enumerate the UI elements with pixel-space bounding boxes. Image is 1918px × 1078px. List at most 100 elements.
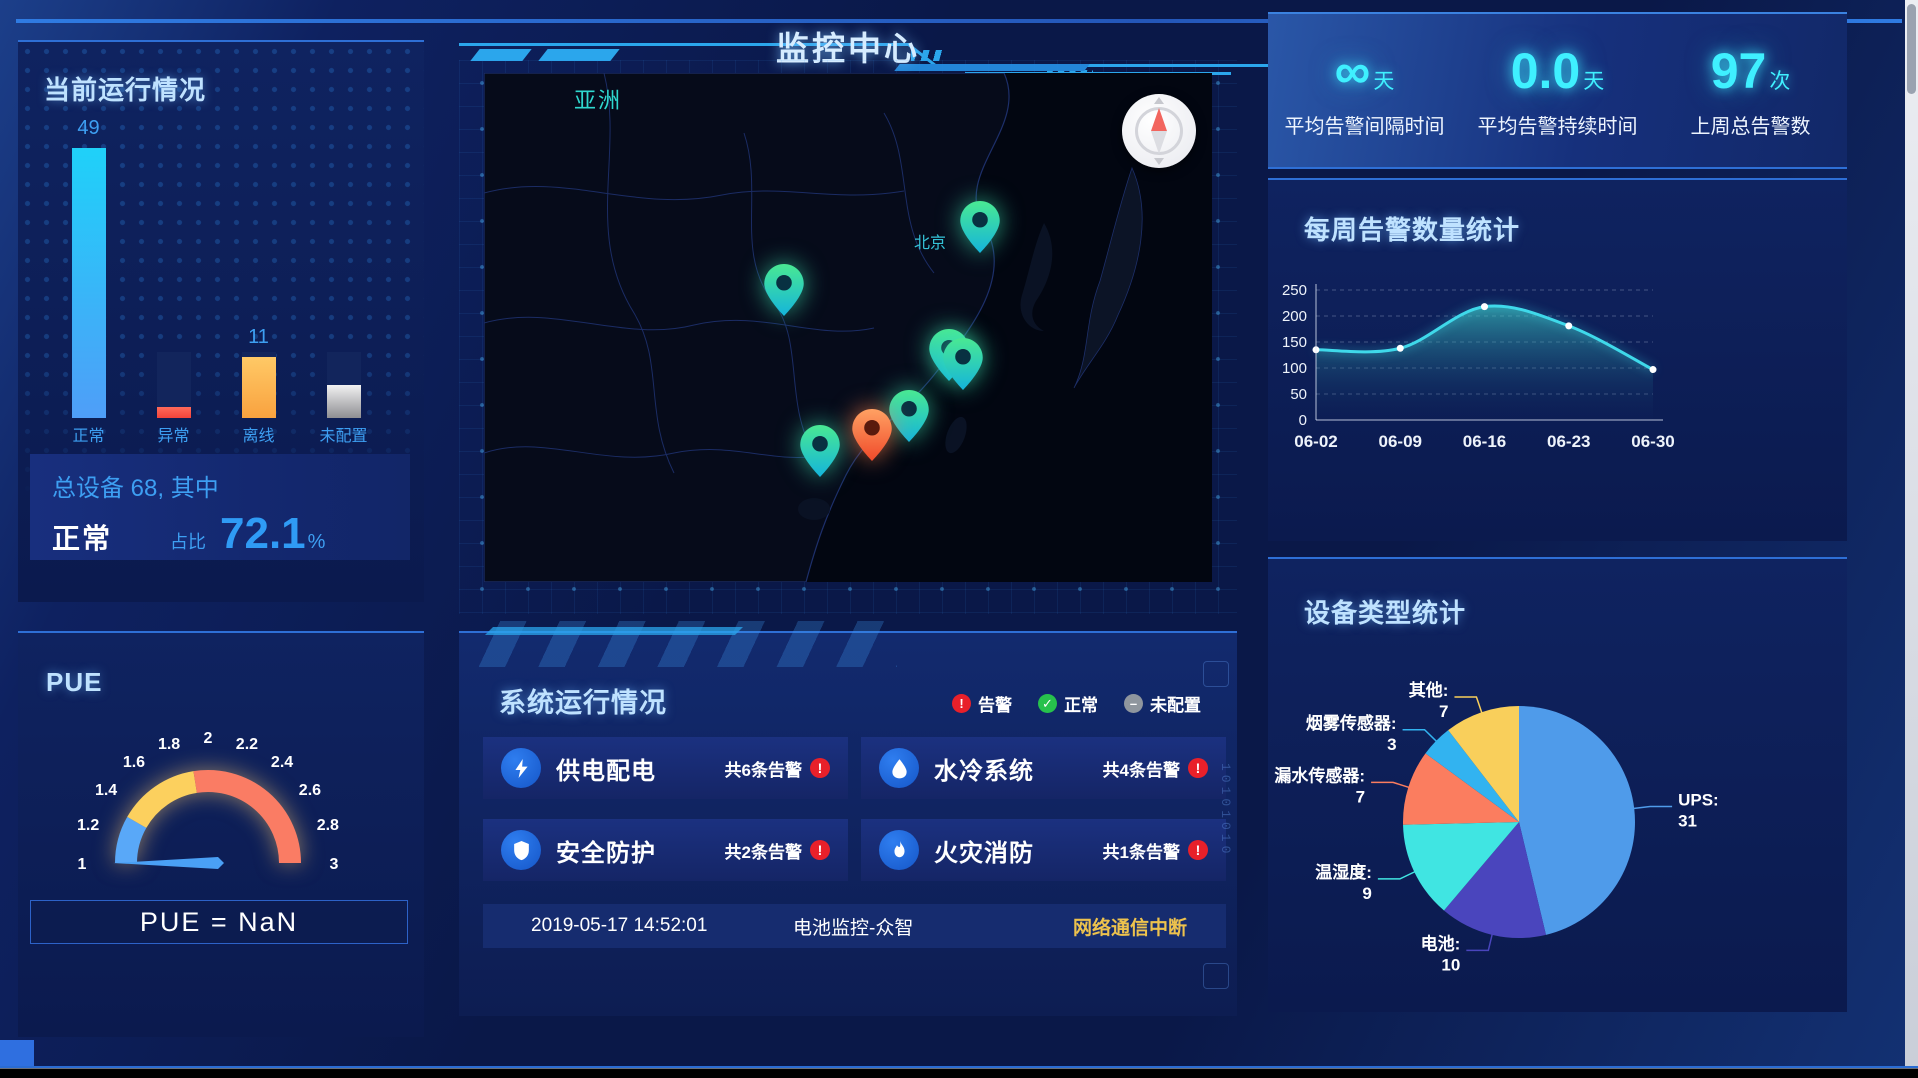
svg-text:1.8: 1.8 (158, 736, 180, 753)
svg-text:漏水传感器:7: 漏水传感器: 7 (1274, 765, 1365, 806)
pue-title: PUE (46, 667, 103, 697)
top-accent-line (16, 19, 1902, 23)
current-status-title: 当前运行情况 (44, 75, 207, 105)
ticker-device: 电池监控-众智 (793, 917, 914, 939)
weekly-alarms-title: 每周告警数量统计 (1304, 215, 1521, 245)
card-name: 水冷系统 (934, 757, 1034, 785)
svg-text:50: 50 (1290, 386, 1307, 403)
compass-caret-bottom (1154, 158, 1164, 165)
stat-interval: ∞ 天 平均告警间隔时间 (1268, 14, 1461, 167)
system-card-安全防护[interactable]: 安全防护 共2条告警! (483, 819, 848, 881)
map-pin-normal[interactable] (888, 389, 930, 443)
legend-label-alarm: 告警 (978, 696, 1012, 715)
alarm-badge-icon: ! (1188, 840, 1208, 860)
compass-needle-south (1151, 131, 1167, 154)
legend-item-alarm[interactable]: ! 告警 (952, 691, 1012, 716)
stat-duration-value: 0.0 (1510, 43, 1581, 99)
svg-text:温湿度:9: 温湿度: 9 (1315, 862, 1372, 903)
svg-text:1.2: 1.2 (77, 817, 99, 834)
stat-total-label: 上周总告警数 (1690, 116, 1811, 138)
header-decor-dashes (911, 50, 945, 61)
svg-text:2.4: 2.4 (271, 754, 293, 771)
ratio-caption: 占比 (170, 532, 207, 552)
alarm-badge-icon: ! (810, 758, 830, 778)
stat-interval-unit: 天 (1373, 70, 1395, 93)
left-column: 当前运行情况 49正常2异常11离线6未配置 总设备 68, 其中 正常 占比 … (18, 12, 424, 1062)
bar-fill (241, 357, 276, 418)
ratio-status-label: 正常 (52, 523, 113, 554)
alarm-ticker-row[interactable]: 2019-05-17 14:52:01 电池监控-众智 网络通信中断 (483, 904, 1226, 948)
bar-category-label: 离线 (242, 428, 275, 445)
map-base-layer (484, 73, 1143, 582)
system-card-火灾消防[interactable]: 火灾消防 共1条告警! (861, 819, 1226, 881)
svg-text:1.6: 1.6 (123, 754, 145, 771)
map-pin-normal[interactable] (942, 337, 984, 391)
center-column: 监控中心 亚洲 北京 (459, 12, 1489, 1062)
svg-text:1.4: 1.4 (95, 782, 117, 799)
bar-fill (326, 385, 361, 418)
svg-text:UPS:31: UPS: 31 (1678, 791, 1719, 831)
fire-icon (879, 830, 919, 870)
map-pin-normal[interactable] (799, 424, 841, 478)
status-legend: ! 告警 ✓ 正常 – 未配置 (952, 691, 1201, 716)
alarm-stats-panel: ∞ 天 平均告警间隔时间 0.0 天 平均告警持续时间 97 次 上周总告警数 (1268, 12, 1847, 169)
system-card-水冷系统[interactable]: 水冷系统 共4条告警! (861, 737, 1226, 799)
ticker-timestamp: 2019-05-17 14:52:01 (531, 915, 708, 936)
svg-text:2: 2 (204, 730, 213, 747)
water-icon (879, 748, 919, 788)
stat-interval-label: 平均告警间隔时间 (1284, 116, 1445, 138)
svg-text:烟雾传感器:3: 烟雾传感器: 3 (1306, 713, 1397, 754)
svg-text:150: 150 (1282, 334, 1307, 351)
svg-text:0: 0 (1299, 412, 1307, 429)
compass-needle-north (1151, 108, 1167, 131)
map-section: 亚洲 北京 (459, 60, 1237, 614)
system-status-title: 系统运行情况 (499, 688, 667, 718)
card-alarm-count: 共2条告警 (724, 842, 802, 862)
header-decor-line-bottom (933, 64, 1489, 67)
stat-duration-label: 平均告警持续时间 (1477, 116, 1638, 138)
map-pin-alarm[interactable] (851, 408, 893, 462)
system-status-panel: 系统运行情况 ! 告警 ✓ 正常 – 未配置 供电配电 共6条告警! 水冷系统 共4条… (459, 621, 1237, 1016)
bar-离线[interactable]: 11 离线 (216, 114, 301, 446)
legend-item-normal[interactable]: ✓ 正常 (1038, 691, 1098, 716)
system-card-供电配电[interactable]: 供电配电 共6条告警! (483, 737, 848, 799)
normal-legend-icon: ✓ (1038, 694, 1057, 713)
pue-panel: PUE 1 1.2 1.4 1.6 1.8 2 2.2 2.4 2.6 2.8 3 PUE = Na… (18, 631, 424, 1037)
device-ratio-row: 正常 占比 72.1 % (52, 509, 410, 559)
bar-value: 49 (77, 117, 100, 139)
svg-text:06-23: 06-23 (1547, 432, 1590, 451)
page-title: 监控中心 (776, 30, 920, 67)
svg-text:100: 100 (1282, 360, 1307, 377)
svg-text:2.8: 2.8 (317, 817, 339, 834)
svg-text:2.6: 2.6 (299, 782, 321, 799)
svg-text:250: 250 (1282, 282, 1307, 299)
bar-未配置[interactable]: 6未配置 (301, 114, 386, 446)
svg-text:其他:7: 其他: 7 (1409, 680, 1449, 721)
stat-interval-value: ∞ (1334, 43, 1371, 99)
ticker-event: 网络通信中断 (1073, 917, 1188, 939)
stat-duration: 0.0 天 平均告警持续时间 (1461, 14, 1654, 167)
scrollbar[interactable] (1905, 0, 1918, 1078)
legend-label-normal: 正常 (1064, 696, 1098, 715)
bar-category-label: 异常 (157, 428, 190, 445)
card-alarm-count: 共6条告警 (724, 760, 802, 780)
stat-total-value: 97 (1710, 43, 1767, 99)
compass-icon[interactable] (1122, 94, 1196, 168)
device-summary-box: 总设备 68, 其中 正常 占比 72.1 % (30, 454, 410, 560)
card-name: 供电配电 (556, 757, 656, 785)
svg-text:200: 200 (1282, 308, 1307, 325)
svg-text:1: 1 (78, 856, 87, 873)
card-alarm-count: 共1条告警 (1102, 842, 1180, 862)
ratio-unit: % (307, 531, 326, 553)
stat-duration-unit: 天 (1583, 70, 1605, 93)
asia-map[interactable]: 亚洲 北京 (484, 73, 1212, 582)
legend-item-unconfigured[interactable]: – 未配置 (1124, 691, 1201, 716)
bar-异常[interactable]: 2异常 (131, 114, 216, 446)
bar-正常[interactable]: 49 正常 (46, 114, 131, 446)
pue-value-box: PUE = NaN (30, 900, 408, 944)
svg-text:电池:10: 电池: 10 (1421, 933, 1461, 974)
map-pin-normal[interactable] (763, 263, 805, 317)
unconfigured-legend-icon: – (1124, 694, 1143, 713)
map-pin-normal[interactable] (959, 200, 1001, 254)
